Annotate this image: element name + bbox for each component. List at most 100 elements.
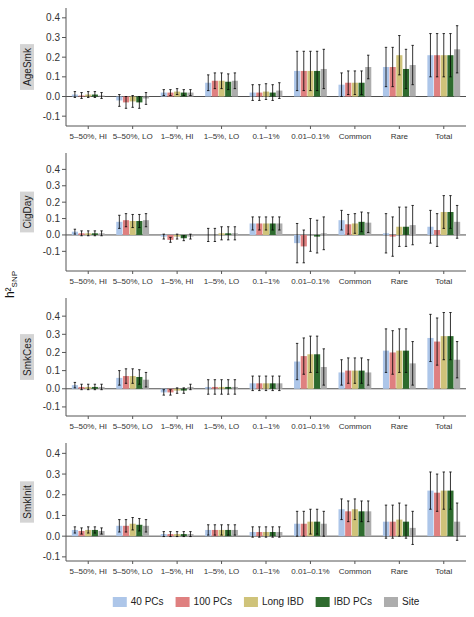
error-stem (450, 196, 451, 229)
error-stem (399, 36, 400, 75)
error-cap (360, 500, 362, 501)
error-bar (398, 207, 400, 246)
panel: -0.10.00.10.20.30.45–50%, HI5–50%, LO1–5… (20, 443, 466, 576)
error-stem (177, 89, 178, 95)
x-tick-label: 0.01–0.1% (291, 132, 329, 141)
error-cap (449, 33, 451, 34)
error-cap (367, 55, 369, 56)
error-cap (227, 379, 229, 380)
error-bar (323, 49, 325, 88)
error-cap (163, 536, 165, 537)
error-cap (94, 384, 96, 385)
error-stem (406, 505, 407, 538)
error-stem (279, 376, 280, 391)
error-bar (100, 528, 102, 534)
x-tick-label: Rare (391, 567, 409, 576)
error-cap (131, 383, 133, 384)
error-cap (405, 538, 407, 539)
error-bar (456, 503, 458, 540)
legend-swatch (113, 597, 127, 607)
error-stem (190, 234, 191, 239)
error-cap (296, 343, 298, 344)
error-cap (309, 251, 311, 252)
error-cap (411, 84, 413, 85)
error-stem (183, 532, 184, 537)
error-cap (74, 533, 76, 534)
error-cap (214, 394, 216, 395)
error-cap (271, 100, 273, 101)
error-cap (449, 228, 451, 229)
error-stem (139, 519, 140, 531)
error-cap (385, 47, 387, 48)
error-cap (456, 238, 458, 239)
error-bar (347, 214, 349, 234)
error-cap (347, 94, 349, 95)
error-stem (450, 313, 451, 360)
x-tick (354, 416, 355, 419)
error-cap (80, 235, 82, 236)
x-tick-label: 5–50%, HI (70, 422, 107, 431)
error-cap (456, 341, 458, 342)
error-cap (340, 359, 342, 360)
x-tick (266, 416, 267, 419)
error-cap (303, 511, 305, 512)
error-bar (80, 93, 82, 99)
error-stem (163, 234, 164, 239)
error-cap (411, 511, 413, 512)
panel-label-box (20, 481, 34, 522)
error-cap (176, 387, 178, 388)
error-cap (436, 213, 438, 214)
error-cap (251, 230, 253, 231)
error-bar (138, 519, 140, 531)
error-cap (94, 526, 96, 527)
error-stem (81, 93, 82, 99)
error-bar (118, 520, 120, 532)
x-tick-label: 1–5%, HI (161, 567, 194, 576)
legend-swatch (176, 597, 190, 607)
error-cap (323, 536, 325, 537)
error-stem (163, 390, 164, 395)
y-tick-label: 0.3 (46, 329, 60, 340)
error-cap (227, 89, 229, 90)
error-bar (125, 214, 127, 227)
error-bar (207, 228, 209, 241)
error-bar (443, 196, 445, 229)
error-bar (443, 34, 445, 77)
x-tick-label: 1–5%, LO (204, 567, 240, 576)
y-tick (62, 334, 66, 335)
error-stem (190, 90, 191, 96)
error-bar (367, 360, 369, 385)
error-bar (169, 532, 171, 537)
error-cap (443, 228, 445, 229)
error-cap (145, 519, 147, 520)
error-bar (354, 214, 356, 234)
error-bar (176, 234, 178, 239)
error-bar (145, 372, 147, 387)
error-cap (411, 385, 413, 386)
y-tick (62, 352, 66, 353)
error-cap (80, 534, 82, 535)
error-cap (214, 72, 216, 73)
error-cap (303, 51, 305, 52)
error-bar (163, 234, 165, 239)
error-bar (258, 376, 260, 391)
error-cap (323, 49, 325, 50)
error-cap (138, 384, 140, 385)
error-cap (251, 84, 253, 85)
x-tick (310, 416, 311, 419)
error-cap (456, 72, 458, 73)
error-bar (125, 97, 127, 109)
x-tick-label: Total (435, 422, 452, 431)
error-cap (271, 84, 273, 85)
error-cap (220, 226, 222, 227)
x-tick-label: Common (339, 422, 371, 431)
error-stem (430, 472, 431, 509)
error-bar (100, 231, 102, 236)
panel: -0.10.00.10.20.30.45–50%, HI5–50%, LO1–5… (20, 153, 466, 286)
x-tick (132, 271, 133, 274)
x-tick-label: Common (339, 567, 371, 576)
error-bar (398, 36, 400, 75)
error-bar (405, 207, 407, 246)
y-tick-label: 0.4 (46, 311, 60, 322)
error-cap (271, 230, 273, 231)
